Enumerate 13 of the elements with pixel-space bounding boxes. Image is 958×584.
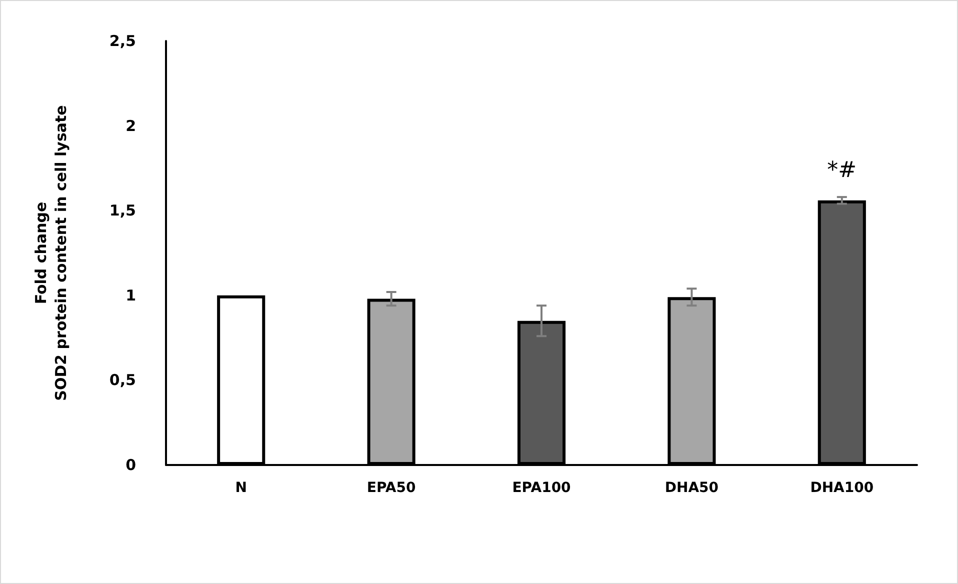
x-tick-label: N [235, 480, 247, 496]
x-tick-label: EPA50 [366, 480, 416, 496]
y-tick-label: 1 [126, 286, 136, 304]
y-tick-label: 2 [126, 116, 136, 135]
y-tick-label: 0 [126, 456, 136, 474]
y-tick-label: 0,5 [109, 371, 136, 390]
y-tick-label: 1,5 [109, 202, 136, 220]
x-tick-label: EPA100 [512, 480, 572, 496]
x-tick-label: DHA50 [664, 480, 719, 496]
x-tick-label: DHA100 [810, 480, 874, 496]
y-axis-title: Fold change SOD2 protein content in cell lysate [32, 105, 70, 401]
annotation: *# [827, 158, 857, 183]
y-tick-label: 2,5 [109, 32, 136, 50]
